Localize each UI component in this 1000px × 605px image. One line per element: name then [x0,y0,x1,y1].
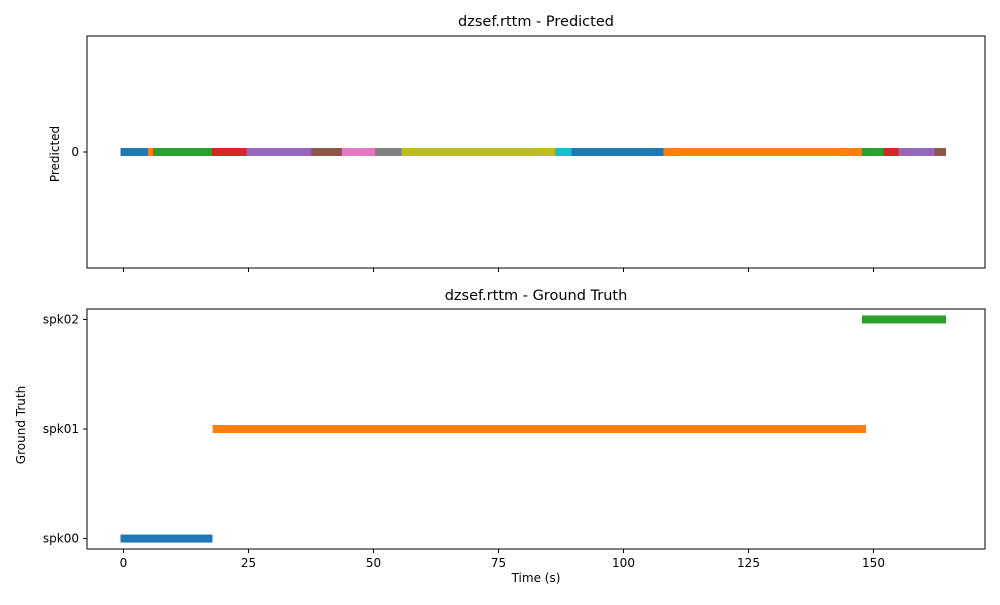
ground-truth-segment-0 [120,534,213,543]
ground-truth-x-tick-label-0: 0 [120,556,128,570]
ground-truth-segment-1 [212,425,866,433]
ground-truth-segment-2 [862,315,946,324]
ground-truth-x-tick-label-50: 50 [366,556,381,570]
ground-truth-y-ticks: spk00 spk01 spk02 [43,312,87,546]
ground-truth-title: dzsef.rttm - Ground Truth [445,288,628,304]
ground-truth-x-tick-label-125: 125 [737,556,760,570]
ground-truth-segments [120,315,946,543]
predicted-segment-8 [401,148,555,156]
ground-truth-y-tick-label-spk01: spk01 [43,422,79,436]
predicted-segment-1 [148,148,153,156]
predicted-ylabel: Predicted [48,126,62,182]
predicted-x-ticks [123,268,874,272]
ground-truth-axes-frame [86,308,986,550]
predicted-segment-2 [153,148,212,156]
predicted-y-tick-label-0: 0 [71,145,79,159]
predicted-axes-frame [86,35,986,269]
predicted-y-ticks: 0 [71,145,87,159]
ground-truth-ylabel: Ground Truth [14,386,28,464]
ground-truth-x-tick-label-100: 100 [612,556,635,570]
predicted-segment-14 [898,148,935,156]
predicted-title: dzsef.rttm - Predicted [458,14,614,30]
ground-truth-y-tick-label-spk00: spk00 [43,532,79,546]
predicted-segment-5 [311,148,342,156]
ground-truth-x-tick-label-25: 25 [241,556,256,570]
predicted-segment-15 [934,148,946,156]
predicted-segment-7 [375,148,402,156]
ground-truth-xlabel: Time (s) [511,571,561,585]
ground-truth-x-tick-label-75: 75 [491,556,506,570]
ground-truth-x-tick-label-150: 150 [862,556,885,570]
predicted-segment-4 [246,148,312,156]
ground-truth-x-ticks: 0 25 50 75 100 125 150 [120,549,885,570]
predicted-segment-9 [555,148,572,156]
predicted-segments [120,148,946,156]
predicted-segment-13 [883,148,899,156]
predicted-segment-0 [120,148,148,156]
predicted-axes: dzsef.rttm - Predicted Predicted 0 [48,14,986,272]
ground-truth-axes: dzsef.rttm - Ground Truth Ground Truth T… [14,288,986,585]
predicted-segment-12 [862,148,884,156]
ground-truth-y-tick-label-spk02: spk02 [43,312,79,326]
predicted-segment-11 [663,148,862,156]
predicted-segment-10 [571,148,664,156]
predicted-segment-6 [342,148,375,156]
predicted-segment-3 [212,148,247,156]
